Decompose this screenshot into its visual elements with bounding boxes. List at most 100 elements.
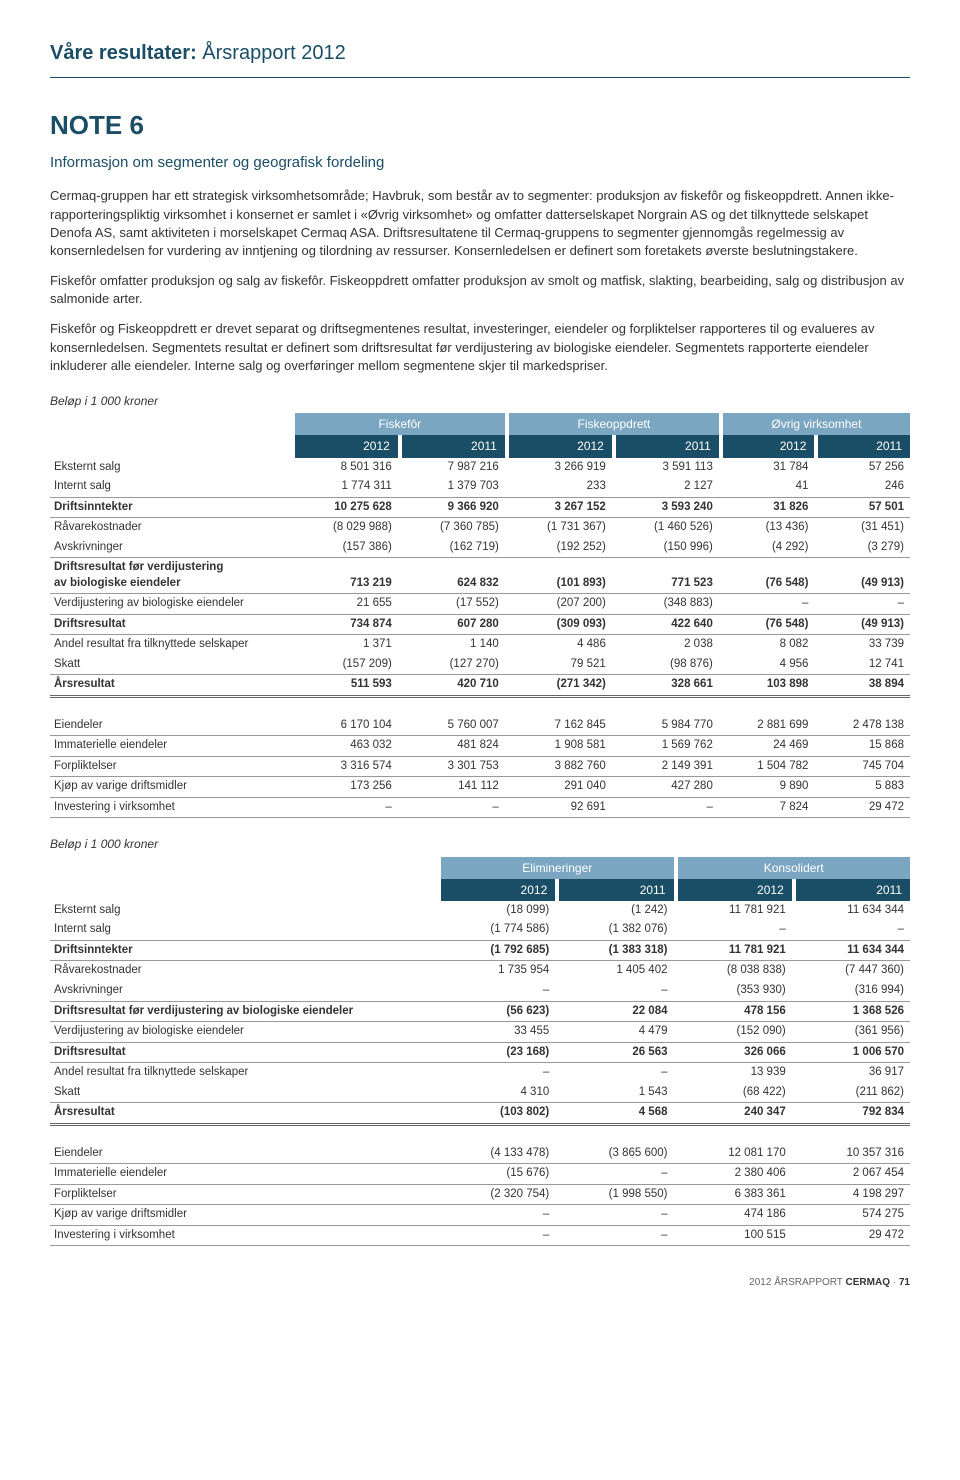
row-label: Råvarekostnader: [50, 961, 437, 981]
year-header: 2012: [295, 435, 398, 457]
table-cell: (13 436): [723, 518, 815, 538]
table-cell: (7 447 360): [796, 961, 910, 981]
table-cell: 79 521: [509, 655, 612, 675]
table-cell: 11 781 921: [678, 901, 792, 921]
table-cell: –: [818, 594, 910, 615]
table-cell: 463 032: [295, 736, 398, 757]
table-cell: 574 275: [796, 1205, 910, 1226]
table-cell: (76 548): [723, 558, 815, 594]
table-cell: 1 006 570: [796, 1042, 910, 1063]
table-cell: 3 316 574: [295, 756, 398, 777]
table-cell: –: [441, 981, 555, 1001]
year-header: 2012: [678, 879, 792, 901]
table-cell: 1 405 402: [559, 961, 673, 981]
table-cell: 1 504 782: [723, 756, 815, 777]
table-cell: –: [678, 920, 792, 940]
paragraph-1: Cermaq-gruppen har ett strategisk virkso…: [50, 187, 910, 260]
table-cell: 2 038: [616, 635, 719, 655]
table-cell: 326 066: [678, 1042, 792, 1063]
row-label: Verdijustering av biologiske eiendeler: [50, 1022, 437, 1043]
table-cell: 1 908 581: [509, 736, 612, 757]
table-cell: (1 792 685): [441, 940, 555, 961]
table-cell: (150 996): [616, 538, 719, 558]
table-cell: 1 379 703: [402, 477, 505, 497]
table-cell: 4 568: [559, 1103, 673, 1125]
table-cell: 4 479: [559, 1022, 673, 1043]
year-header: 2012: [509, 435, 612, 457]
table-cell: 328 661: [616, 675, 719, 697]
table-cell: 246: [818, 477, 910, 497]
row-label: Driftsinntekter: [50, 497, 291, 518]
table-cell: (211 862): [796, 1083, 910, 1103]
year-header: 2011: [616, 435, 719, 457]
table-cell: –: [616, 797, 719, 818]
table-cell: (15 676): [441, 1164, 555, 1185]
table-cell: (1 774 586): [441, 920, 555, 940]
table-cell: 92 691: [509, 797, 612, 818]
table-cell: –: [559, 1205, 673, 1226]
table-cell: 29 472: [796, 1225, 910, 1246]
segment-table-1: FiskefôrFiskeoppdrettØvrig virksomhet201…: [50, 413, 910, 818]
row-label: Andel resultat fra tilknyttede selskaper: [50, 635, 291, 655]
table-cell: (4 133 478): [441, 1144, 555, 1164]
table-cell: (23 168): [441, 1042, 555, 1063]
table-cell: (68 422): [678, 1083, 792, 1103]
table-cell: 11 634 344: [796, 901, 910, 921]
row-label: Skatt: [50, 655, 291, 675]
table-cell: –: [796, 920, 910, 940]
row-label: Kjøp av varige driftsmidler: [50, 1205, 437, 1226]
page-footer: 2012 ÅRSRAPPORT CERMAQ · 71: [50, 1276, 910, 1290]
table-cell: 240 347: [678, 1103, 792, 1125]
table-cell: –: [295, 797, 398, 818]
table-cell: 9 366 920: [402, 497, 505, 518]
table-cell: 31 784: [723, 458, 815, 478]
table-cell: 6 170 104: [295, 716, 398, 736]
table-cell: 57 501: [818, 497, 910, 518]
table-cell: (8 029 988): [295, 518, 398, 538]
row-label: Driftsresultat: [50, 1042, 437, 1063]
table-cell: (18 099): [441, 901, 555, 921]
table-cell: (316 994): [796, 981, 910, 1001]
table-cell: 36 917: [796, 1063, 910, 1083]
footer-sep: ·: [890, 1277, 899, 1288]
row-label: Immaterielle eiendeler: [50, 736, 291, 757]
table-cell: 7 987 216: [402, 458, 505, 478]
table-cell: 2 478 138: [818, 716, 910, 736]
table-cell: 427 280: [616, 777, 719, 798]
row-label: Internt salg: [50, 920, 437, 940]
table-cell: 624 832: [402, 558, 505, 594]
table-cell: (101 893): [509, 558, 612, 594]
table-cell: 33 455: [441, 1022, 555, 1043]
table-cell: 12 741: [818, 655, 910, 675]
table-cell: 33 739: [818, 635, 910, 655]
year-header: 2011: [796, 879, 910, 901]
table-cell: 1 543: [559, 1083, 673, 1103]
segment-table-2: ElimineringerKonsolidert2012201120122011…: [50, 857, 910, 1247]
table-cell: –: [441, 1205, 555, 1226]
table-cell: 792 834: [796, 1103, 910, 1125]
table-cell: 3 593 240: [616, 497, 719, 518]
table-cell: 291 040: [509, 777, 612, 798]
header-bold: Våre resultater:: [50, 42, 197, 64]
paragraph-3: Fiskefôr og Fiskeoppdrett er drevet sepa…: [50, 320, 910, 375]
table-cell: (3 865 600): [559, 1144, 673, 1164]
table-cell: 1 774 311: [295, 477, 398, 497]
column-group-header: Konsolidert: [678, 857, 911, 879]
table-cell: (157 209): [295, 655, 398, 675]
row-label: Forpliktelser: [50, 756, 291, 777]
table-cell: (7 360 785): [402, 518, 505, 538]
table-cell: 26 563: [559, 1042, 673, 1063]
column-group-header: Elimineringer: [441, 857, 674, 879]
table-cell: (1 731 367): [509, 518, 612, 538]
table-cell: (1 998 550): [559, 1184, 673, 1205]
table-cell: 5 760 007: [402, 716, 505, 736]
table-cell: 38 894: [818, 675, 910, 697]
table-cell: 1 371: [295, 635, 398, 655]
table1-caption: Beløp i 1 000 kroner: [50, 393, 910, 409]
row-label: Eksternt salg: [50, 901, 437, 921]
row-label: Avskrivninger: [50, 538, 291, 558]
table-cell: 13 939: [678, 1063, 792, 1083]
note-subtitle: Informasjon om segmenter og geografisk f…: [50, 153, 910, 173]
table-cell: (1 460 526): [616, 518, 719, 538]
table-cell: (49 913): [818, 614, 910, 635]
